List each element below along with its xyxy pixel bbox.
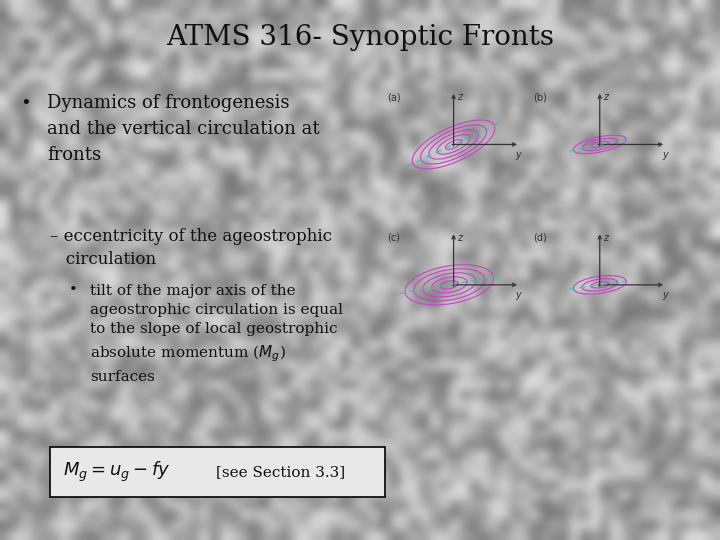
- Text: y: y: [516, 150, 521, 160]
- Text: y: y: [516, 290, 521, 300]
- Text: y: y: [662, 290, 667, 300]
- Text: $M_g = u_g - fy$: $M_g = u_g - fy$: [63, 460, 170, 484]
- Text: z: z: [603, 233, 608, 242]
- Text: tilt of the major axis of the
ageostrophic circulation is equal
to the slope of : tilt of the major axis of the ageostroph…: [90, 284, 343, 383]
- Text: – eccentricity of the ageostrophic
   circulation: – eccentricity of the ageostrophic circu…: [50, 228, 333, 268]
- FancyBboxPatch shape: [50, 447, 385, 497]
- Text: (a): (a): [387, 92, 401, 102]
- Text: [see Section 3.3]: [see Section 3.3]: [216, 465, 345, 479]
- Text: •: •: [68, 284, 77, 298]
- Text: z: z: [456, 92, 462, 102]
- Text: (d): (d): [534, 233, 547, 242]
- Text: ATMS 316- Synoptic Fronts: ATMS 316- Synoptic Fronts: [166, 24, 554, 51]
- Text: (c): (c): [387, 233, 400, 242]
- Text: (b): (b): [534, 92, 547, 102]
- Text: z: z: [603, 92, 608, 102]
- Text: •: •: [20, 94, 31, 112]
- Text: z: z: [456, 233, 462, 242]
- Text: y: y: [662, 150, 667, 160]
- Text: Dynamics of frontogenesis
and the vertical circulation at
fronts: Dynamics of frontogenesis and the vertic…: [47, 94, 320, 164]
